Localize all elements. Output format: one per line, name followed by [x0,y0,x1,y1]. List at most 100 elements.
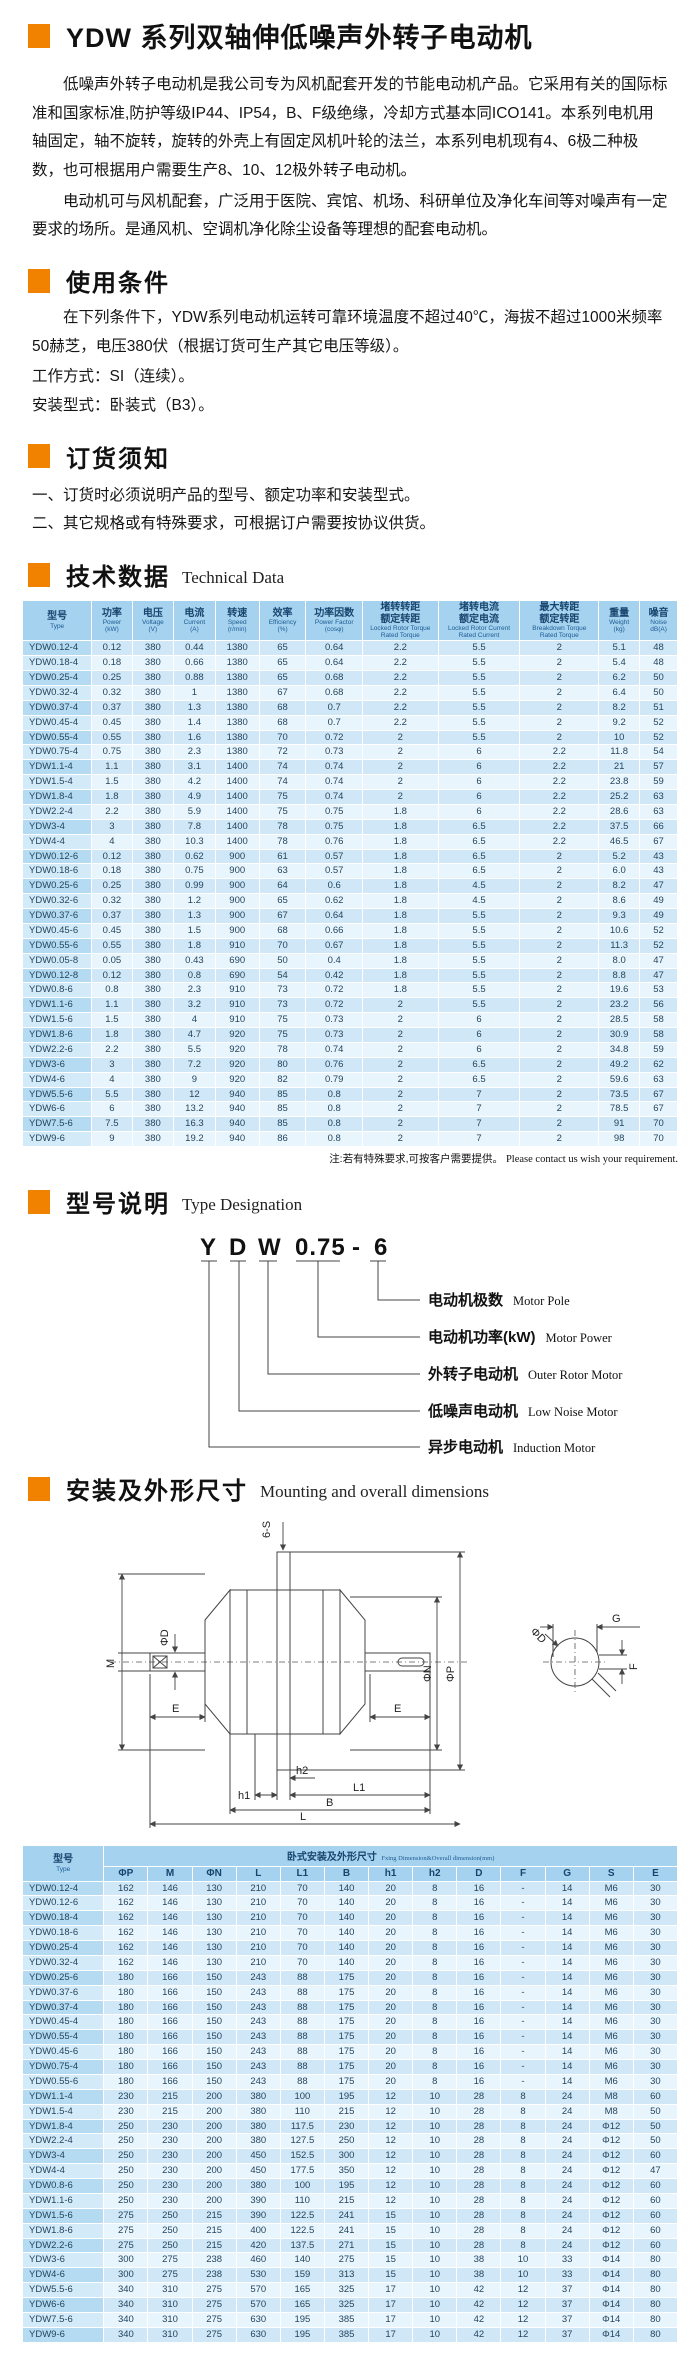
value-cell: 58 [639,1027,678,1043]
value-cell: 690 [214,967,260,984]
table-row: YDW0.32-4 0.32 380 1 1380 67 0.68 2.2 5.5 2 6.4 50 [21,684,678,701]
type-cell: YDW4-4 [21,833,93,850]
value-cell: 56 [639,997,678,1014]
value-cell: 8 [412,1999,458,2016]
value-cell: 243 [235,2029,281,2046]
value-cell: 241 [323,2222,370,2239]
value-cell: 28.5 [598,1012,641,1029]
value-cell: 2 [362,1012,439,1029]
type-cell: YDW2.2-6 [21,2237,105,2254]
value-cell: 2.2 [519,789,600,805]
value-cell: 0.8 [305,1131,364,1148]
value-cell: 30 [632,1954,679,1971]
value-cell: 14 [544,1925,590,1942]
value-cell: 1400 [214,803,260,820]
value-cell: 17 [368,2297,414,2313]
section-mounting-dimensions: 安装及外形尺寸 Mounting and overall dimensions [28,1471,700,1506]
value-cell: 2 [519,1086,600,1103]
value-cell: 88 [279,1999,325,2016]
value-cell: 900 [214,878,260,895]
column-header: 型号 Type [21,600,93,642]
value-cell: 166 [147,2044,193,2061]
value-cell: 8 [500,2118,546,2135]
value-cell: 63 [258,863,307,880]
value-cell: 75 [258,1027,307,1043]
type-cell: YDW0.75-4 [21,2059,105,2075]
value-cell: 166 [147,1999,193,2016]
value-cell: 70 [258,729,307,746]
value-cell: 2 [519,1012,600,1029]
value-cell: 900 [214,893,260,910]
value-cell: 215 [191,2222,237,2239]
value-cell: 230 [103,2103,149,2120]
value-cell: 53 [639,982,678,999]
value-cell: 350 [323,2163,370,2180]
code-power: 0.75 [295,1234,346,1261]
value-cell: 380 [131,774,175,791]
table-row: YDW0.12-4 0.12 380 0.44 1380 65 0.64 2.2 5.5 2 5.1… [21,640,678,657]
value-cell: 940 [214,1086,260,1103]
value-cell: 75 [258,803,307,820]
value-cell: 70 [639,1116,678,1133]
type-cell: YDW0.55-4 [21,729,93,746]
value-cell: 0.12 [91,848,133,865]
value-cell: 0.79 [305,1071,364,1088]
value-cell: 73 [258,982,307,999]
value-cell: 65 [258,670,307,686]
value-cell: 78.5 [598,1101,641,1118]
value-cell: 0.72 [305,997,364,1014]
value-cell: 0.64 [305,655,364,672]
value-cell: 20 [368,1954,414,1971]
value-cell: 80 [258,1056,307,1073]
value-cell: 0.18 [91,863,133,880]
value-cell: 8 [500,2163,546,2180]
value-cell: Φ12 [588,2148,634,2165]
value-cell: M6 [588,1969,634,1986]
value-cell: 42 [456,2282,502,2299]
value-cell: 80 [632,2267,679,2284]
drawing-label-b: B [326,1797,333,1809]
value-cell: 140 [323,1910,370,1927]
value-cell: Φ12 [588,2163,634,2180]
value-cell: 390 [235,2207,281,2224]
value-cell: 2.2 [91,1041,133,1058]
value-cell: 140 [323,1880,370,1897]
value-cell: 2 [519,863,600,880]
value-cell: 68 [258,714,307,731]
value-cell: 380 [131,1131,175,1148]
column-header: h2 [412,1866,458,1882]
value-cell: - [500,1940,546,1956]
value-cell: 4.9 [173,789,216,805]
table-row: YDW1.1-6 1.1 380 3.2 910 73 0.72 2 5.5 2 23.2 56 [21,997,678,1014]
type-cell: YDW0.32-4 [21,684,93,701]
value-cell: 380 [235,2178,281,2194]
value-cell: 165 [279,2282,325,2299]
value-cell: 1.8 [362,833,439,850]
value-cell: - [500,2014,546,2031]
value-cell: 140 [279,2252,325,2269]
value-cell: 16 [456,1940,502,1956]
value-cell: 230 [103,2088,149,2105]
value-cell: 0.05 [91,952,133,969]
value-cell: 166 [147,1984,193,2001]
value-cell: 380 [131,982,175,999]
value-cell: 16 [456,2059,502,2075]
value-cell: 150 [191,1984,237,2001]
value-cell: 28 [456,2088,502,2105]
value-cell: 14 [544,1999,590,2016]
value-cell: 210 [235,1954,281,1971]
type-cell: YDW3-4 [21,818,93,835]
table-row: YDW2.2-4 250 230 200 380 127.5 250 12 10 28 8 24 Φ12… [21,2133,679,2150]
value-cell: 14 [544,2073,590,2090]
value-cell: 150 [191,1969,237,1986]
value-cell: 146 [147,1954,193,1971]
value-cell: 19.2 [173,1131,216,1148]
value-cell: 0.45 [91,714,133,731]
value-cell: 8 [412,2059,458,2075]
usage-mounting-type: 安装型式：卧装式（B3）。 [32,397,214,415]
type-cell: YDW2.2-4 [21,803,93,820]
value-cell: 8 [412,2044,458,2061]
value-cell: 180 [103,1984,149,2001]
value-cell: 900 [214,908,260,924]
value-cell: 275 [191,2282,237,2299]
